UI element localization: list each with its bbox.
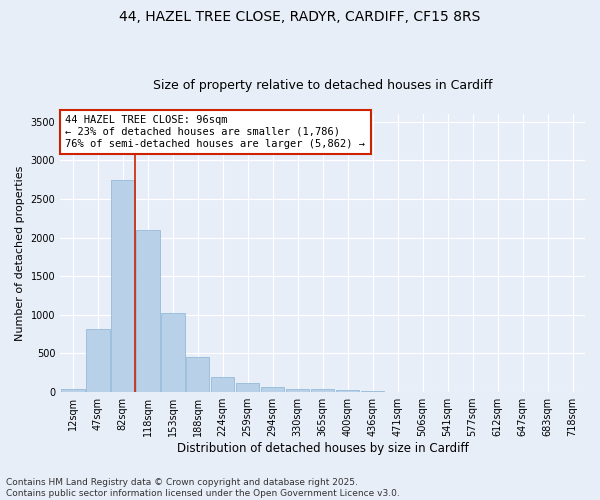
Bar xyxy=(161,314,185,392)
X-axis label: Distribution of detached houses by size in Cardiff: Distribution of detached houses by size … xyxy=(177,442,469,455)
Text: 44 HAZEL TREE CLOSE: 96sqm
← 23% of detached houses are smaller (1,786)
76% of s: 44 HAZEL TREE CLOSE: 96sqm ← 23% of deta… xyxy=(65,116,365,148)
Bar xyxy=(286,388,310,392)
Bar xyxy=(261,387,284,392)
Bar xyxy=(211,378,235,392)
Bar xyxy=(111,180,134,392)
Bar xyxy=(136,230,160,392)
Text: Contains HM Land Registry data © Crown copyright and database right 2025.
Contai: Contains HM Land Registry data © Crown c… xyxy=(6,478,400,498)
Bar xyxy=(336,390,359,392)
Text: 44, HAZEL TREE CLOSE, RADYR, CARDIFF, CF15 8RS: 44, HAZEL TREE CLOSE, RADYR, CARDIFF, CF… xyxy=(119,10,481,24)
Bar xyxy=(61,389,85,392)
Bar xyxy=(236,383,259,392)
Bar xyxy=(361,391,385,392)
Bar xyxy=(186,358,209,392)
Y-axis label: Number of detached properties: Number of detached properties xyxy=(15,166,25,340)
Title: Size of property relative to detached houses in Cardiff: Size of property relative to detached ho… xyxy=(153,79,493,92)
Bar xyxy=(86,328,110,392)
Bar xyxy=(311,390,334,392)
